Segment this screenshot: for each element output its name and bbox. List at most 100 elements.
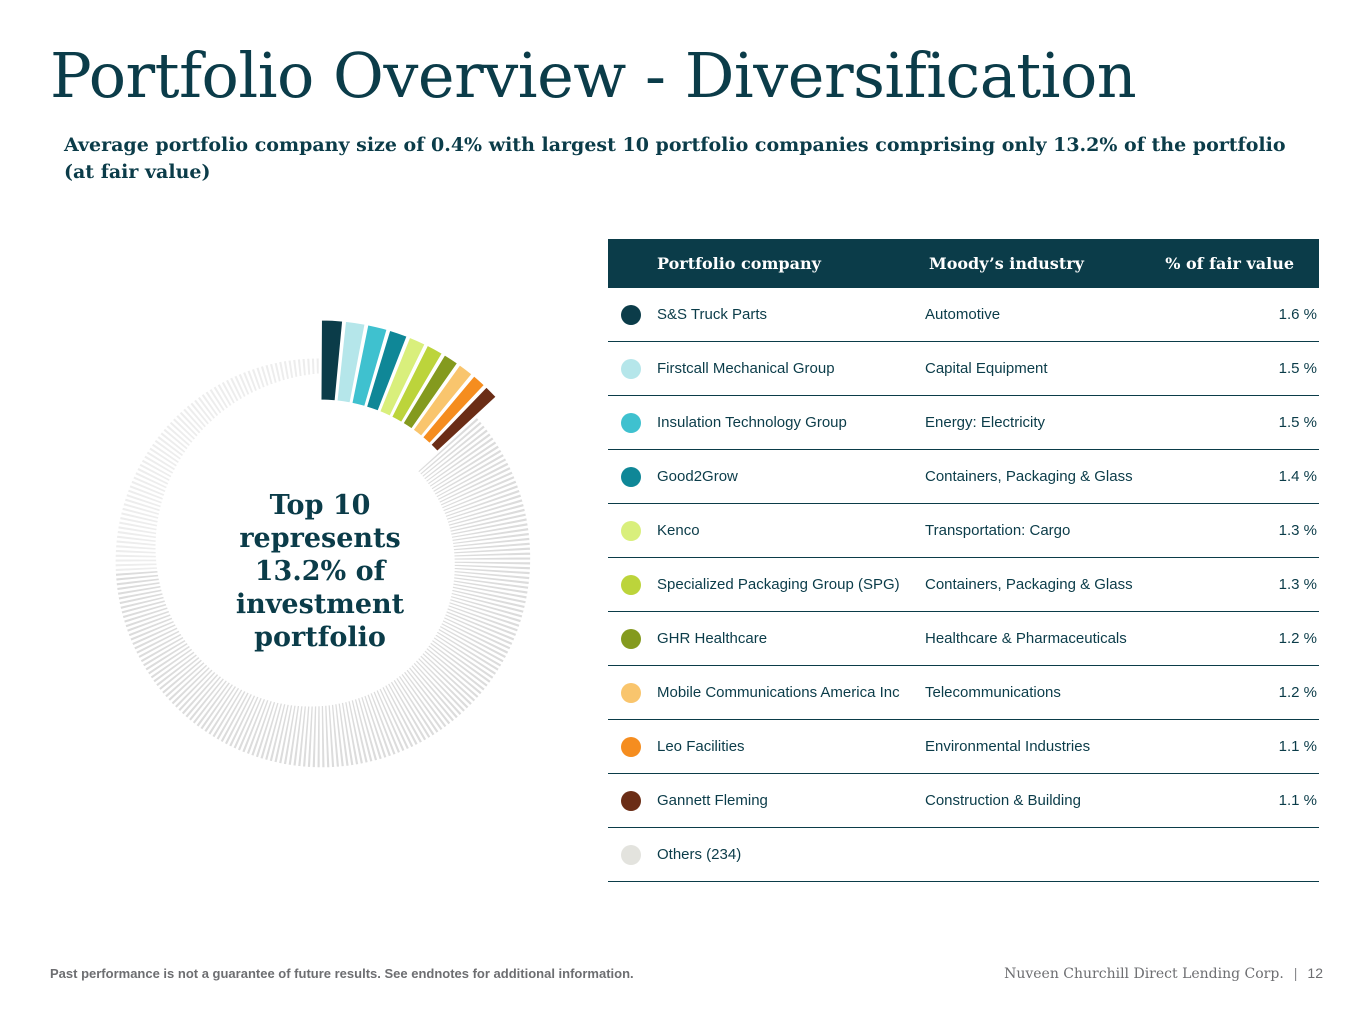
donut-slice-other xyxy=(212,385,230,410)
donut-slice-other xyxy=(135,629,181,655)
donut-slice-other xyxy=(241,697,267,754)
donut-slice-other xyxy=(306,705,314,768)
donut-slice-other xyxy=(447,604,520,633)
donut-slice-8 xyxy=(412,364,473,437)
industry-name: Construction & Building xyxy=(925,792,1081,809)
donut-slice-other xyxy=(175,413,199,438)
donut-slice-other xyxy=(153,438,183,461)
donut-slice-other xyxy=(337,702,350,767)
donut-slice-other xyxy=(432,636,495,681)
donut-slice-other xyxy=(315,357,320,375)
industry-name: Transportation: Cargo xyxy=(925,522,1071,539)
donut-slice-other xyxy=(327,704,336,769)
donut-slice-other xyxy=(360,695,383,761)
table-header: Portfolio company Moody’s industry % of … xyxy=(608,239,1319,288)
donut-slice-other xyxy=(178,410,202,435)
table-row: S&S Truck Parts Automotive 1.6 % xyxy=(608,288,1319,342)
donut-slice-other xyxy=(156,434,185,458)
donut-slice-other xyxy=(416,656,470,710)
donut-slice-other xyxy=(353,698,374,763)
donut-slice-other xyxy=(450,522,529,539)
table-row: Good2Grow Containers, Packaging & Glass 1.… xyxy=(608,450,1319,504)
donut-slice-other xyxy=(334,703,345,768)
industry-name: Telecommunications xyxy=(925,684,1061,701)
table-row: Insulation Technology Group Energy: Elect… xyxy=(608,396,1319,450)
donut-slice-other xyxy=(121,602,168,620)
donut-slice-other xyxy=(297,705,308,768)
donut-slice-other xyxy=(162,427,189,451)
donut-slice-other xyxy=(347,700,365,765)
donut-slice-other xyxy=(131,622,177,647)
donut-slice-other xyxy=(273,361,282,383)
top-ten-table: Portfolio company Moody’s industry % of … xyxy=(608,239,1319,882)
donut-slice-other xyxy=(168,420,194,445)
donut-slice-other xyxy=(441,618,510,656)
donut-slice-10 xyxy=(430,386,497,452)
donut-slice-other xyxy=(440,621,508,660)
donut-slice-other xyxy=(301,357,307,377)
donut-slice-other xyxy=(140,458,173,479)
donut-slice-other xyxy=(430,444,501,491)
donut-slice-other xyxy=(320,704,326,769)
industry-name: Capital Equipment xyxy=(925,360,1048,377)
donut-slice-other xyxy=(453,563,531,571)
donut-slice-other xyxy=(118,592,164,606)
donut-slice-other xyxy=(119,595,165,611)
donut-slice-other xyxy=(117,525,158,536)
donut-slice-other xyxy=(223,692,254,746)
fair-value-pct: 1.1 % xyxy=(1278,792,1317,809)
donut-slice-other xyxy=(268,362,278,385)
donut-slice-other xyxy=(428,641,490,688)
donut-slice-other xyxy=(200,392,220,418)
donut-slice-other xyxy=(246,369,259,393)
donut-slice-other xyxy=(237,372,251,397)
donut-slice-other xyxy=(438,465,512,504)
donut-slice-other xyxy=(180,672,220,716)
donut-slice-other xyxy=(287,359,295,380)
table-body: S&S Truck Parts Automotive 1.6 % Firstcall … xyxy=(608,288,1319,882)
donut-slice-other xyxy=(378,687,411,751)
donut-slice-other xyxy=(227,694,257,748)
fair-value-pct: 1.1 % xyxy=(1278,738,1317,755)
legend-dot-icon xyxy=(621,845,641,865)
donut-slice-other xyxy=(129,619,176,642)
donut-slice-other xyxy=(196,395,217,421)
donut-slice-other xyxy=(425,646,483,696)
donut-slice-other xyxy=(189,401,211,426)
donut-slice-other xyxy=(316,705,321,769)
table-row: Specialized Packaging Group (SPG) Contain… xyxy=(608,558,1319,612)
donut-slice-other xyxy=(397,674,440,735)
industry-name: Containers, Packaging & Glass xyxy=(925,576,1133,593)
donut-slice-4 xyxy=(365,329,408,412)
donut-slice-other xyxy=(452,536,531,549)
donut-slice-other xyxy=(386,682,424,745)
header-pct: % of fair value xyxy=(1165,254,1294,273)
donut-slice-other xyxy=(139,635,185,664)
donut-slice-other xyxy=(453,556,532,561)
donut-slice-other xyxy=(142,454,175,476)
table-row: Others (234) xyxy=(608,828,1319,882)
donut-slice-other xyxy=(434,633,498,677)
legend-dot-icon xyxy=(621,359,641,379)
donut-slice-other xyxy=(453,566,531,576)
donut-slice-other xyxy=(136,466,170,486)
donut-slice-other xyxy=(344,700,360,766)
page-number: 12 xyxy=(1307,965,1323,981)
donut-chart xyxy=(60,300,580,820)
donut-slice-other xyxy=(419,420,483,476)
donut-slice-other xyxy=(447,502,525,527)
donut-slice-other xyxy=(340,701,355,767)
donut-slice-other xyxy=(422,428,490,481)
donut-slice-other xyxy=(400,672,444,732)
donut-slice-other xyxy=(149,647,194,680)
fair-value-pct: 1.4 % xyxy=(1278,468,1317,485)
donut-slice-other xyxy=(241,370,255,395)
donut-slice-other xyxy=(451,531,531,546)
donut-slice-other xyxy=(160,658,204,695)
donut-slice-other xyxy=(453,551,532,558)
donut-slice-other xyxy=(440,474,516,510)
donut-slice-other xyxy=(116,529,158,540)
donut-slice-other xyxy=(199,682,235,731)
legend-dot-icon xyxy=(621,629,641,649)
table-row: Gannett Fleming Construction & Building 1.… xyxy=(608,774,1319,828)
